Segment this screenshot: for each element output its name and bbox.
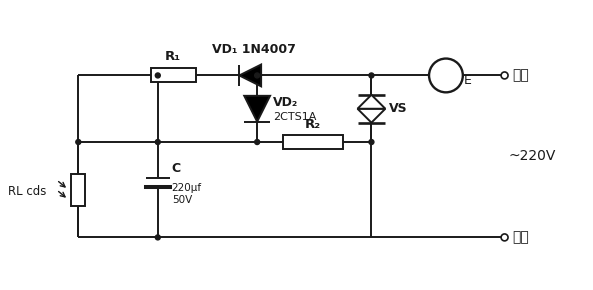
Text: R₂: R₂ bbox=[305, 118, 321, 131]
Bar bbox=[151, 68, 196, 82]
Circle shape bbox=[501, 72, 508, 79]
Polygon shape bbox=[244, 96, 270, 122]
Circle shape bbox=[501, 234, 508, 241]
Text: E: E bbox=[464, 74, 471, 87]
Circle shape bbox=[155, 139, 160, 144]
Circle shape bbox=[429, 59, 463, 92]
Bar bbox=[71, 174, 85, 206]
Circle shape bbox=[369, 139, 374, 144]
Text: 2CTS1A: 2CTS1A bbox=[273, 112, 317, 122]
Polygon shape bbox=[358, 95, 385, 109]
Text: VS: VS bbox=[390, 102, 408, 115]
Circle shape bbox=[254, 139, 260, 144]
Text: 220μf: 220μf bbox=[172, 183, 202, 193]
Text: R₁: R₁ bbox=[165, 50, 181, 63]
Circle shape bbox=[155, 73, 160, 78]
Text: 火线: 火线 bbox=[512, 231, 530, 244]
Circle shape bbox=[155, 235, 160, 240]
Text: C: C bbox=[172, 162, 181, 175]
Polygon shape bbox=[358, 109, 385, 123]
Text: VD₁ 1N4007: VD₁ 1N4007 bbox=[212, 43, 296, 56]
Circle shape bbox=[254, 73, 260, 78]
Text: 50V: 50V bbox=[172, 195, 192, 205]
Text: ~220V: ~220V bbox=[509, 149, 556, 164]
Text: 地线: 地线 bbox=[512, 68, 530, 82]
Text: VD₂: VD₂ bbox=[273, 96, 298, 109]
Circle shape bbox=[76, 139, 81, 144]
Circle shape bbox=[369, 73, 374, 78]
Bar bbox=[283, 135, 343, 149]
Text: RL cds: RL cds bbox=[8, 185, 46, 198]
Polygon shape bbox=[239, 64, 261, 86]
